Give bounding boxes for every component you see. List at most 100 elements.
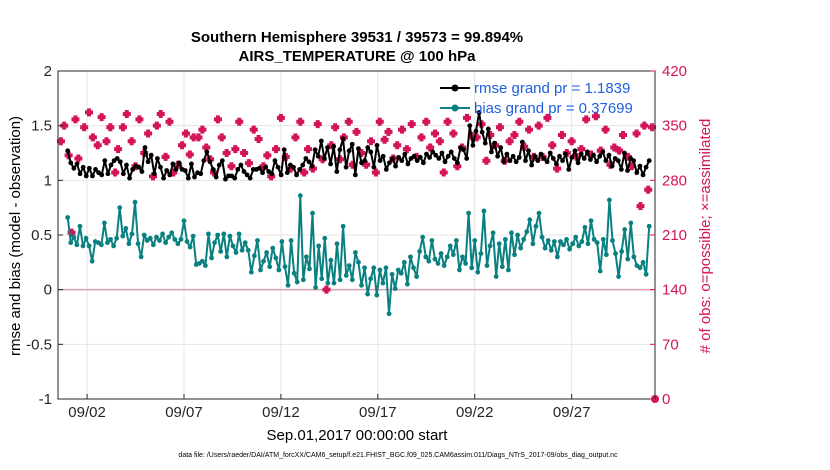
- rmse-point: [306, 159, 312, 165]
- rmse-point: [65, 148, 71, 154]
- rmse-point: [204, 149, 210, 155]
- rmse-point: [158, 164, 163, 170]
- bias-point: [380, 280, 386, 286]
- obs-assimilated-point: [380, 135, 389, 144]
- obs-assimilated-point: [202, 143, 211, 152]
- rmse-point: [294, 172, 299, 178]
- obs-assimilated-point: [240, 149, 249, 157]
- rmse-point: [281, 147, 287, 153]
- rmse-point: [640, 172, 646, 178]
- bias-point: [423, 254, 429, 260]
- rmse-point: [68, 160, 74, 166]
- bias-point: [368, 276, 374, 282]
- rmse-point: [173, 167, 179, 172]
- bias-point: [285, 282, 291, 288]
- y-right-tick-label: 420: [662, 63, 687, 80]
- obs-assimilated-point: [407, 120, 416, 129]
- bias-point: [325, 280, 331, 286]
- obs-assimilated-point: [74, 154, 83, 163]
- bias-point: [77, 223, 83, 229]
- obs-assimilated-point: [644, 185, 653, 194]
- rmse-point: [365, 145, 371, 150]
- bias-point: [68, 240, 74, 246]
- bias-point: [337, 277, 343, 283]
- obs-assimilated-point: [577, 145, 586, 154]
- bias-point: [371, 265, 377, 271]
- rmse-point: [430, 149, 436, 155]
- bias-point: [356, 259, 361, 265]
- rmse-point: [189, 161, 194, 167]
- bias-point: [438, 251, 444, 256]
- rmse-point: [526, 148, 531, 154]
- obs-assimilated-point: [222, 149, 231, 157]
- bias-point: [346, 263, 352, 269]
- obs-assimilated-point: [217, 133, 226, 142]
- bias-point: [414, 274, 419, 279]
- x-axis-label: Sep.01,2017 00:00:00 start: [267, 427, 449, 444]
- legend-bias-label: bias grand pr = 0.37699: [474, 100, 633, 117]
- rmse-point: [405, 161, 411, 167]
- bias-point: [242, 240, 248, 246]
- rmse-point: [74, 161, 80, 167]
- obs-assimilated-point: [331, 123, 340, 132]
- bias-point: [316, 243, 322, 249]
- bias-point: [545, 238, 551, 243]
- rmse-point: [588, 157, 593, 162]
- rmse-point: [411, 153, 417, 159]
- rmse-point: [625, 168, 630, 173]
- rmse-point: [130, 167, 136, 172]
- rmse-point: [151, 171, 157, 177]
- obs-assimilated-point: [601, 125, 610, 134]
- rmse-point: [550, 156, 556, 161]
- bias-point: [157, 238, 162, 243]
- obs-assimilated-point: [122, 109, 131, 118]
- bias-point: [203, 263, 208, 269]
- obs-assimilated-point: [60, 121, 69, 130]
- rmse-point: [297, 167, 303, 172]
- rmse-point: [606, 152, 612, 158]
- footer-data-file: data file: /Users/raeder/DAI/ATM_forcXX/…: [178, 452, 618, 459]
- x-tick-label: 09/22: [456, 404, 494, 421]
- obs-assimilated-point: [402, 145, 411, 154]
- rmse-point: [622, 150, 627, 156]
- rmse-point: [492, 140, 497, 146]
- bias-point: [80, 243, 86, 249]
- rmse-point: [185, 175, 191, 181]
- bias-point: [567, 246, 573, 252]
- rmse-point: [634, 170, 640, 176]
- bias-point: [429, 238, 435, 243]
- bias-point: [135, 241, 141, 247]
- rmse-point: [120, 171, 126, 177]
- obs-assimilated-point: [80, 123, 89, 132]
- rmse-point: [467, 123, 473, 129]
- bias-point: [147, 235, 153, 241]
- bias-point: [349, 277, 355, 283]
- bias-point: [475, 269, 481, 275]
- bias-point: [362, 265, 367, 271]
- rmse-point: [136, 164, 142, 170]
- obs-assimilated-point: [557, 131, 566, 140]
- obs-assimilated-point: [367, 137, 376, 146]
- bias-point: [579, 239, 585, 244]
- rmse-point: [164, 168, 170, 173]
- bias-point: [328, 257, 334, 263]
- bias-point: [117, 205, 123, 211]
- rmse-point: [80, 164, 86, 170]
- bias-point: [509, 230, 514, 236]
- rmse-point: [538, 151, 544, 157]
- rmse-point: [495, 153, 501, 159]
- rmse-point: [523, 158, 528, 164]
- obs-assimilated-point: [417, 133, 426, 142]
- bias-point: [487, 243, 493, 249]
- bias-point: [123, 226, 129, 231]
- bias-point: [154, 234, 159, 240]
- rmse-point: [396, 154, 402, 160]
- bias-point: [600, 236, 606, 242]
- obs-assimilated-point: [291, 133, 300, 142]
- bias-point: [313, 285, 318, 290]
- rmse-point: [201, 158, 207, 164]
- rmse-point: [275, 164, 281, 170]
- obs-assimilated-point: [449, 129, 458, 138]
- bias-point: [591, 236, 597, 242]
- rmse-point: [399, 158, 405, 164]
